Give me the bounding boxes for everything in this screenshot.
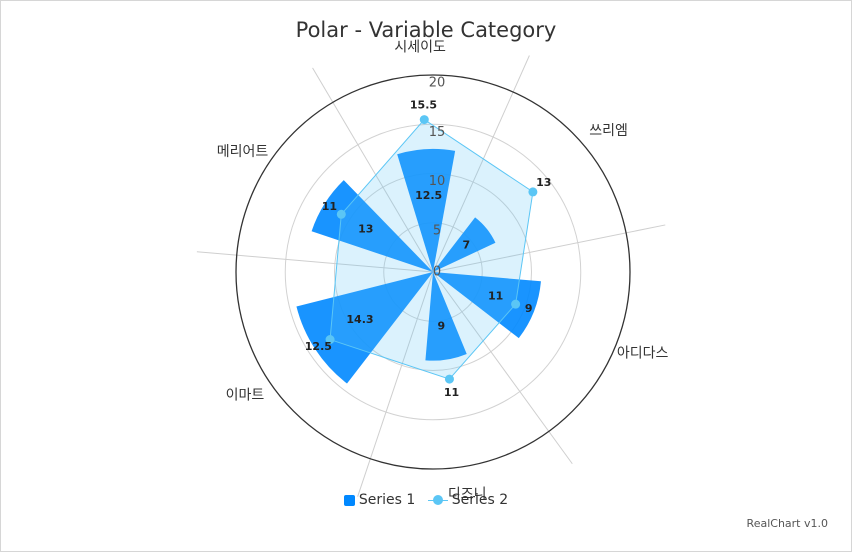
tick-label: 5	[433, 223, 441, 238]
bar-디즈니	[425, 272, 467, 361]
grid-circle	[284, 123, 582, 421]
legend-label-series-1: Series 1	[358, 492, 416, 508]
bar-시세이도	[397, 148, 456, 272]
bar-쓰리엠	[433, 217, 496, 272]
point-label-쓰리엠: 13	[536, 176, 551, 189]
outer-circle	[235, 74, 631, 470]
category-label: 시세이도	[394, 39, 446, 55]
polar-grid	[196, 55, 666, 497]
radial-tick-labels: 0 5 10 15 20	[429, 76, 446, 280]
tick-label: 10	[429, 174, 446, 189]
point-label-이마트: 12.5	[305, 340, 332, 353]
bar-메리어트	[311, 180, 433, 272]
point-메리어트	[336, 209, 346, 219]
point-label-시세이도: 15.5	[410, 99, 437, 112]
legend-line-swatch-icon	[427, 494, 448, 506]
series-2-polygon	[329, 118, 534, 380]
point-아디다스	[511, 299, 521, 309]
legend-item-series-2[interactable]: Series 2	[427, 492, 509, 508]
bar-label-디즈니: 9	[438, 319, 446, 332]
point-시세이도	[419, 115, 429, 125]
category-label: 아디다스	[617, 346, 669, 362]
credits: RealChart v1.0	[746, 517, 828, 530]
legend-item-series-1[interactable]: Series 1	[343, 492, 416, 508]
chart-title: Polar - Variable Category	[295, 18, 557, 42]
legend: Series 1 Series 2	[0, 492, 852, 510]
bar-label-메리어트: 13	[358, 223, 373, 236]
point-디즈니	[444, 374, 454, 384]
point-이마트	[325, 335, 335, 345]
category-label: 쓰리엠	[589, 123, 628, 139]
bar-이마트	[296, 272, 433, 384]
bar-label-시세이도: 12.5	[415, 189, 442, 202]
series-2-area	[325, 115, 538, 384]
point-label-디즈니: 11	[444, 386, 459, 399]
point-쓰리엠	[528, 187, 538, 197]
point-label-메리어트: 11	[322, 200, 337, 213]
legend-bar-swatch-icon	[343, 494, 355, 506]
tick-label: 15	[429, 125, 446, 140]
bar-label-아디다스: 11	[488, 289, 503, 302]
bar-아디다스	[433, 272, 541, 339]
tick-label: 20	[429, 76, 446, 91]
series-1-bars	[296, 148, 541, 384]
category-label: 디즈니	[448, 486, 487, 502]
category-label: 이마트	[226, 387, 265, 403]
point-label-아디다스: 9	[525, 302, 533, 315]
data-labels: 7 11 9 14.3 13 12.5 13 9 11 12.5 11 15.5	[305, 99, 552, 399]
bar-label-이마트: 14.3	[346, 313, 373, 326]
legend-label-series-2: Series 2	[451, 492, 509, 508]
category-label: 메리어트	[217, 144, 269, 160]
bar-label-쓰리엠: 7	[463, 238, 471, 251]
tick-label: 0	[433, 265, 441, 280]
